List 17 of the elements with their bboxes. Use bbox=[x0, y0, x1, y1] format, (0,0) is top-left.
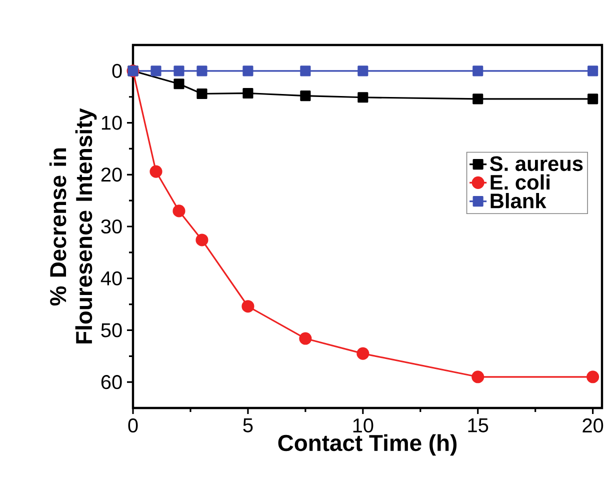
x-tick-label: 15 bbox=[468, 418, 488, 432]
legend-label: S. aureus bbox=[490, 156, 583, 172]
legend-label: Blank bbox=[490, 192, 546, 208]
y-tick-label: 40 bbox=[100, 271, 122, 286]
legend-label: E. coli bbox=[490, 174, 550, 190]
y-tick-label: 0 bbox=[112, 64, 122, 78]
y-axis-title: % Decrense in Flouresence Intensity bbox=[49, 108, 97, 344]
y-tick-label: 60 bbox=[101, 375, 122, 390]
x-tick-label: 20 bbox=[582, 418, 604, 433]
x-axis-title: Contact Time (h) bbox=[278, 434, 457, 456]
y-tick-label: 20 bbox=[101, 168, 122, 182]
y-tick-label: 10 bbox=[102, 116, 122, 130]
y-tick-label: 50 bbox=[101, 323, 122, 338]
x-tick-label: 10 bbox=[353, 418, 374, 433]
x-tick-label: 0 bbox=[128, 418, 138, 433]
y-tick-label: 30 bbox=[101, 219, 122, 234]
x-tick-label: 5 bbox=[243, 418, 253, 432]
